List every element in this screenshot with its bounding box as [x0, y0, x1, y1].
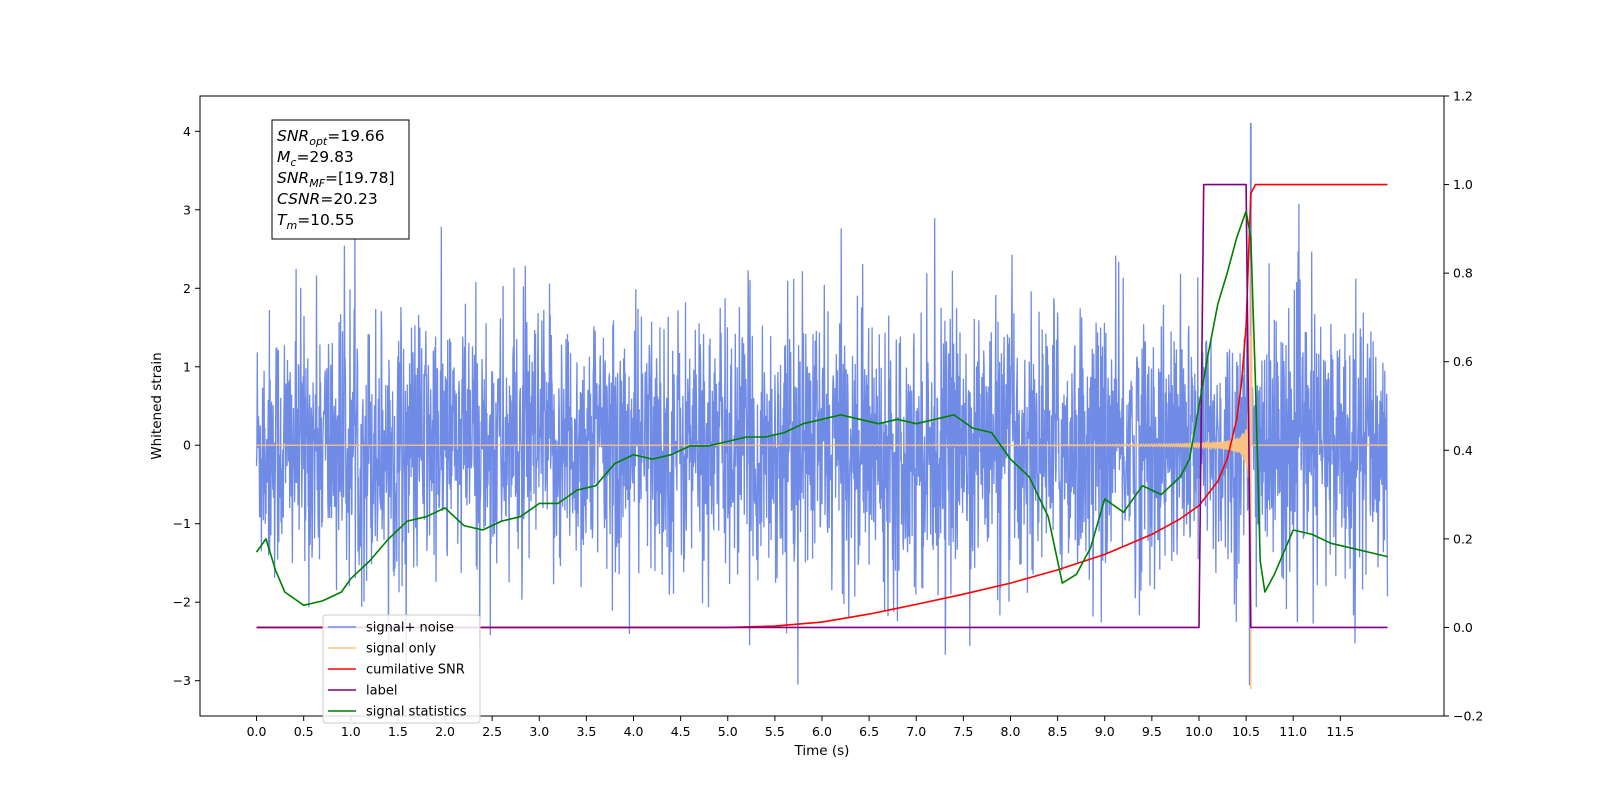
stat-symbol: CSNR	[277, 190, 320, 208]
y-tick-label: −2	[173, 595, 191, 610]
legend-label: cumilative SNR	[366, 663, 465, 678]
x-tick-label: 4.5	[671, 724, 691, 739]
x-tick-label: 5.0	[718, 724, 738, 739]
series-signal-only	[256, 255, 1388, 690]
stats-box-frame	[271, 119, 410, 240]
stat-row: SNRopt=19.66	[277, 127, 385, 148]
x-tick-label: 0.5	[294, 724, 314, 739]
legend-frame	[322, 614, 481, 724]
x-tick-label: 2.0	[435, 724, 455, 739]
stat-row: Tm=10.55	[277, 211, 355, 232]
x-tick-label: 7.0	[906, 724, 926, 739]
y-tick-label: −1	[173, 516, 191, 531]
legend: signal+ noise signal only cumilative SNR la…	[322, 614, 481, 724]
y-axis-right: −0.2 0.0 0.2 0.4 0.6 0.8 1.0 1.2	[1444, 89, 1483, 724]
stat-row: Mc=29.83	[277, 148, 354, 169]
y-axis-label: Whitened strain	[149, 352, 165, 459]
x-tick-label: 11.5	[1326, 724, 1354, 739]
stat-symbol: M	[277, 148, 290, 166]
y2-tick-label: 0.8	[1453, 266, 1473, 281]
stat-symbol: SNR	[277, 127, 309, 145]
x-tick-label: 3.0	[529, 724, 549, 739]
y-tick-label: 0	[183, 438, 191, 453]
y2-tick-label: 1.2	[1453, 89, 1473, 104]
x-tick-label: 6.0	[812, 724, 832, 739]
y-tick-label: 1	[183, 359, 191, 374]
stat-value: =19.66	[327, 127, 384, 145]
x-tick-label: 7.5	[953, 724, 973, 739]
y2-tick-label: 1.0	[1453, 177, 1473, 192]
series-layer	[255, 122, 1389, 690]
y-tick-label: 3	[183, 202, 191, 217]
x-tick-label: 0.0	[247, 724, 267, 739]
x-tick-label: 9.0	[1095, 724, 1115, 739]
y2-tick-label: −0.2	[1453, 709, 1483, 724]
y2-tick-label: 0.4	[1453, 443, 1473, 458]
x-axis-label: Time (s)	[794, 743, 850, 759]
y-tick-label: −3	[173, 673, 191, 688]
series-cumilative-snr	[256, 183, 1388, 629]
stat-value: =[19.78]	[325, 169, 394, 187]
x-tick-label: 1.0	[341, 724, 361, 739]
x-tick-label: 8.5	[1048, 724, 1068, 739]
legend-label: signal statistics	[366, 705, 467, 720]
stat-value: =20.23	[320, 190, 377, 208]
x-tick-label: 6.5	[859, 724, 879, 739]
x-tick-label: 5.5	[765, 724, 785, 739]
x-tick-label: 10.0	[1185, 724, 1213, 739]
stat-subscript: MF	[309, 177, 325, 190]
legend-label: signal+ noise	[366, 621, 454, 636]
stat-subscript: m	[286, 219, 297, 232]
stat-value: =10.55	[297, 211, 354, 229]
x-tick-label: 3.5	[576, 724, 596, 739]
y2-tick-label: 0.2	[1453, 531, 1473, 546]
y2-tick-label: 0.0	[1453, 620, 1473, 635]
x-tick-label: 2.5	[482, 724, 502, 739]
stat-symbol: T	[277, 211, 288, 229]
series-signal-noise	[255, 122, 1389, 686]
x-axis: 0.0 0.5 1.0 1.5 2.0 2.5 3.0 3.5 4.0 4.5 5.0 5.5 6.0 6…	[247, 716, 1354, 739]
stats-box: SNRopt=19.66Mc=29.83SNRMF=[19.78]CSNR=20…	[271, 119, 410, 240]
x-tick-label: 1.5	[388, 724, 408, 739]
y2-tick-label: 0.6	[1453, 354, 1473, 369]
stat-symbol: SNR	[277, 169, 309, 187]
series-signal-statistics	[255, 210, 1388, 607]
stat-row: CSNR=20.23	[277, 190, 378, 208]
legend-label: label	[366, 684, 397, 699]
y-tick-label: 4	[183, 124, 191, 139]
x-tick-label: 11.0	[1279, 724, 1307, 739]
x-tick-label: 10.5	[1232, 724, 1260, 739]
x-tick-label: 9.5	[1142, 724, 1162, 739]
stat-subscript: opt	[309, 135, 328, 148]
legend-label: signal only	[366, 642, 436, 657]
stat-value: =29.83	[296, 148, 353, 166]
x-tick-label: 8.0	[1001, 724, 1021, 739]
series-label	[256, 183, 1388, 629]
stat-row: SNRMF=[19.78]	[277, 169, 395, 190]
stat-subscript: c	[290, 156, 296, 169]
y-tick-label: 2	[183, 281, 191, 296]
y-axis-left: −3 −2 −1 0 1 2 3 4	[173, 124, 200, 688]
x-tick-label: 4.0	[624, 724, 644, 739]
